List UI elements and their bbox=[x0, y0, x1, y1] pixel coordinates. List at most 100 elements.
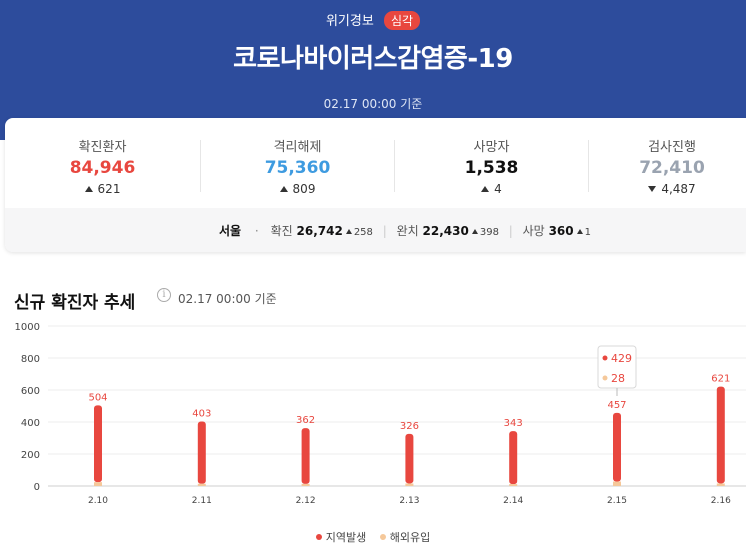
tooltip-overseas-value: 28 bbox=[611, 372, 625, 385]
region-confirmed-label: 확진 bbox=[270, 224, 293, 238]
region-recovered: 22,430 bbox=[422, 224, 469, 238]
bullet-icon: · bbox=[254, 224, 259, 238]
bar-overseas bbox=[301, 483, 310, 486]
chart-legend: 지역발생 해외유입 bbox=[0, 529, 746, 545]
stat-label: 확진환자 bbox=[78, 140, 127, 155]
up-arrow-icon bbox=[279, 186, 288, 192]
x-tick-label: 2.16 bbox=[711, 496, 731, 506]
y-tick-label: 1000 bbox=[15, 322, 40, 333]
legend-local[interactable]: 지역발생 bbox=[315, 531, 366, 544]
stat-value: 72,410 bbox=[639, 158, 705, 178]
bar-total-label: 343 bbox=[504, 418, 523, 429]
x-tick-label: 2.10 bbox=[88, 496, 108, 506]
stat-delta: 4,487 bbox=[588, 182, 746, 196]
bar-local bbox=[94, 405, 102, 483]
y-tick-label: 0 bbox=[34, 482, 40, 493]
x-tick-label: 2.11 bbox=[192, 496, 212, 506]
bar-local bbox=[613, 412, 621, 482]
down-arrow-icon bbox=[648, 186, 657, 192]
bars: 504 403 362 326 343 457 621 bbox=[88, 374, 730, 486]
stat-delta: 809 bbox=[200, 182, 395, 196]
stat-delta: 621 bbox=[5, 182, 200, 196]
region-deaths: 360 bbox=[548, 224, 574, 238]
bar-total-label: 621 bbox=[711, 374, 730, 385]
trend-updated: 02.17 00:00 기준 bbox=[178, 292, 277, 306]
y-tick-label: 600 bbox=[21, 386, 40, 397]
region-summary[interactable]: 서울 · 확진 26,742 258 | 완치 22,430 398 | 사망 36… bbox=[5, 208, 746, 252]
legend-dot-icon bbox=[315, 534, 322, 540]
tooltip-overseas-dot-icon bbox=[602, 375, 608, 381]
stats-row: 확진환자 84,946 621 격리해제 75,360 809 사망자 1,53… bbox=[5, 118, 746, 208]
info-icon[interactable]: i bbox=[157, 288, 171, 302]
chart-grid bbox=[48, 325, 746, 487]
up-arrow-icon bbox=[471, 229, 478, 234]
alert-row: 위기경보 심각 bbox=[0, 10, 746, 30]
bar-overseas bbox=[716, 483, 725, 486]
region-recovered-label: 완치 bbox=[396, 224, 419, 238]
stat-value: 84,946 bbox=[69, 158, 136, 178]
updated-time: 02.17 00:00 기준 bbox=[323, 97, 423, 111]
up-arrow-icon bbox=[84, 186, 93, 192]
bar-local bbox=[197, 421, 206, 484]
divider bbox=[588, 140, 589, 192]
bar-local bbox=[301, 428, 310, 484]
bar-local bbox=[509, 431, 518, 485]
legend-dot-icon bbox=[379, 534, 386, 540]
bar-total-label: 457 bbox=[607, 400, 626, 411]
divider: | bbox=[382, 224, 387, 238]
stat-label: 검사진행 bbox=[648, 140, 696, 155]
alert-label: 위기경보 bbox=[325, 14, 374, 29]
stat-deaths: 사망자 1,538 4 bbox=[394, 118, 589, 208]
y-tick-label: 400 bbox=[21, 418, 40, 429]
up-arrow-icon bbox=[481, 186, 490, 192]
stat-confirmed: 확진환자 84,946 621 bbox=[5, 118, 200, 208]
stat-label: 격리해제 bbox=[273, 140, 322, 155]
stat-released: 격리해제 75,360 809 bbox=[200, 118, 395, 208]
y-axis-ticks: 0 200 400 600 800 1000 bbox=[15, 322, 40, 493]
stat-testing: 검사진행 72,410 4,487 bbox=[588, 118, 746, 208]
stats-card: 확진환자 84,946 621 격리해제 75,360 809 사망자 1,53… bbox=[5, 118, 746, 252]
divider bbox=[200, 140, 201, 192]
hero-header: 위기경보 심각 코로나바이러스감염증-19 02.17 00:00 기준 bbox=[0, 0, 746, 140]
x-tick-label: 2.13 bbox=[399, 496, 419, 506]
bar-overseas bbox=[613, 481, 621, 486]
page-title: 코로나바이러스감염증-19 bbox=[233, 44, 513, 74]
divider bbox=[394, 140, 395, 192]
y-tick-label: 200 bbox=[21, 450, 40, 461]
region-confirmed-delta: 258 bbox=[353, 227, 373, 238]
up-arrow-icon bbox=[576, 229, 583, 234]
bar-overseas bbox=[197, 483, 206, 486]
bar-overseas bbox=[405, 483, 414, 486]
y-tick-label: 800 bbox=[21, 354, 40, 365]
region-deaths-label: 사망 bbox=[522, 224, 545, 238]
stat-value: 1,538 bbox=[464, 158, 519, 178]
region-deaths-delta: 1 bbox=[584, 227, 591, 238]
x-tick-label: 2.12 bbox=[296, 496, 316, 506]
bar-total-label: 362 bbox=[296, 415, 315, 426]
bar-overseas bbox=[94, 482, 102, 486]
bar-total-label: 326 bbox=[400, 421, 419, 432]
stat-value: 75,360 bbox=[264, 158, 331, 178]
chart-tooltip: 429 28 bbox=[597, 345, 637, 396]
divider: | bbox=[508, 224, 513, 238]
alert-level-badge: 심각 bbox=[383, 11, 421, 30]
stat-delta: 4 bbox=[394, 182, 589, 196]
x-tick-label: 2.14 bbox=[503, 496, 523, 506]
tooltip-local-dot-icon bbox=[602, 355, 608, 361]
legend-overseas[interactable]: 해외유입 bbox=[379, 531, 430, 544]
up-arrow-icon bbox=[345, 229, 352, 234]
trend-title: 신규 확진자 추세 bbox=[14, 293, 136, 313]
bar-local bbox=[405, 433, 414, 484]
region-name: 서울 bbox=[219, 224, 242, 238]
x-axis-ticks: 2.10 2.11 2.12 2.13 2.14 2.15 2.16 bbox=[88, 496, 731, 506]
region-confirmed: 26,742 bbox=[296, 224, 343, 238]
bar-total-label: 504 bbox=[88, 392, 107, 403]
stat-label: 사망자 bbox=[473, 140, 510, 155]
bar-overseas bbox=[509, 484, 518, 486]
region-recovered-delta: 398 bbox=[479, 227, 499, 238]
tooltip-local-value: 429 bbox=[611, 352, 632, 365]
bar-local bbox=[716, 386, 725, 484]
x-tick-label: 2.15 bbox=[607, 496, 627, 506]
bar-total-label: 403 bbox=[192, 409, 211, 420]
